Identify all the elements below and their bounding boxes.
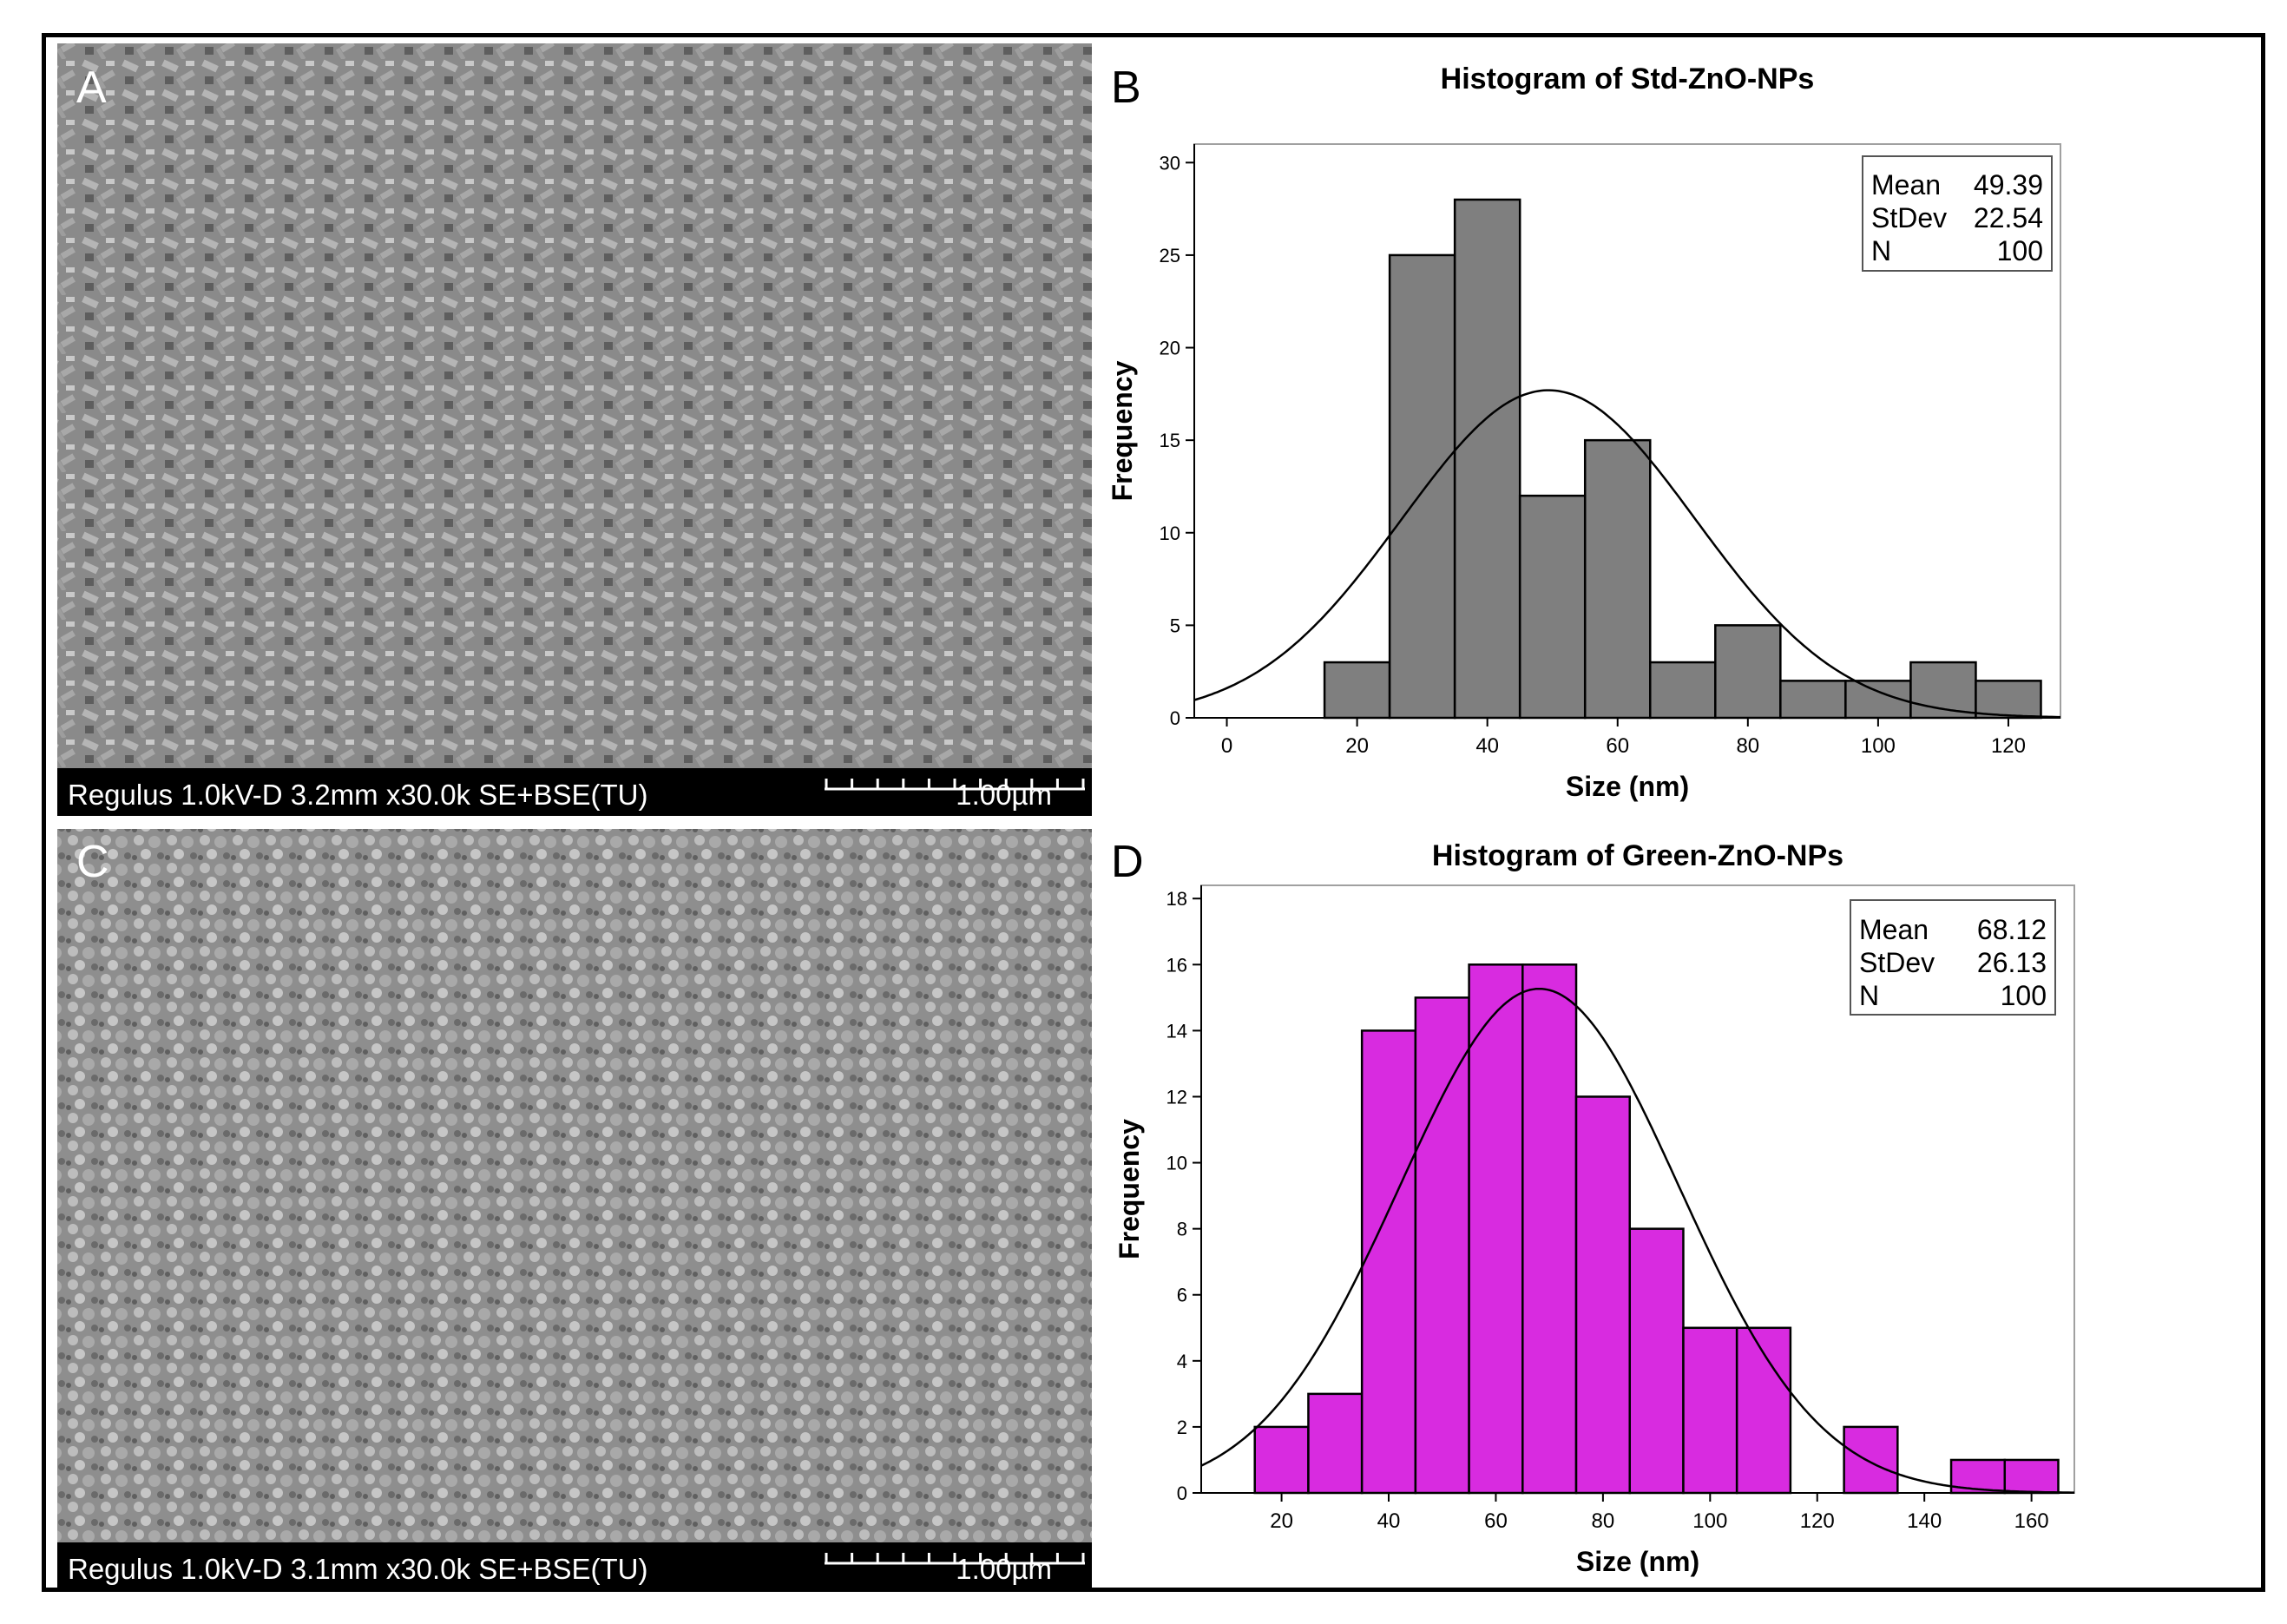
panel-letter-a: A	[76, 62, 107, 113]
histogram-bar	[1521, 963, 1578, 1495]
y-tick-label: 12	[1167, 1086, 1187, 1108]
x-tick-label: 140	[1907, 1509, 1942, 1533]
x-tick-label: 120	[1991, 734, 2026, 758]
stats-value: 100	[2001, 980, 2047, 1011]
sem-texture-a	[57, 43, 1092, 768]
histogram-bar	[1975, 680, 2042, 720]
stats-value: 100	[1997, 235, 2043, 266]
y-tick-label: 0	[1177, 1483, 1187, 1504]
y-tick-label: 25	[1160, 245, 1180, 266]
x-tick-label: 160	[2014, 1509, 2049, 1533]
x-tick-label: 80	[1592, 1509, 1615, 1533]
stats-box	[1862, 155, 2053, 272]
stats-label: StDev	[1859, 947, 1935, 978]
y-tick-label: 2	[1177, 1417, 1187, 1438]
y-tick-label: 20	[1160, 338, 1180, 359]
x-tick-label: 80	[1736, 734, 1759, 758]
x-axis-label: Size (nm)	[1576, 1546, 1699, 1577]
x-tick-label: 100	[1861, 734, 1896, 758]
x-tick-label: 120	[1800, 1509, 1835, 1533]
stats-label: N	[1859, 980, 1879, 1011]
y-tick-label: 10	[1167, 1153, 1187, 1174]
histogram-bar	[2003, 1458, 2060, 1495]
stats-box	[1850, 899, 2056, 1016]
chart-title: Histogram of Std-ZnO-NPs	[1441, 62, 1815, 95]
sem-caption-bar-c	[57, 1542, 1092, 1590]
stats-label: Mean	[1859, 914, 1929, 945]
histogram-bar	[1388, 253, 1456, 720]
chart-title: Histogram of Green-ZnO-NPs	[1432, 839, 1843, 872]
y-tick-label: 30	[1160, 152, 1180, 174]
x-tick-label: 20	[1270, 1509, 1293, 1533]
histogram-bar	[1649, 661, 1717, 720]
y-tick-label: 14	[1167, 1020, 1187, 1042]
y-tick-label: 15	[1160, 430, 1180, 451]
x-tick-label: 60	[1606, 734, 1629, 758]
normal-fit-curve	[1200, 987, 2074, 1494]
histogram-bar	[1628, 1227, 1685, 1495]
stats-value: 68.12	[1977, 914, 2047, 945]
scale-label-a: 1.00µm	[956, 779, 1052, 811]
x-axis-label: Size (nm)	[1566, 771, 1689, 802]
histogram-bar	[1360, 1029, 1417, 1495]
y-tick-label: 0	[1170, 707, 1180, 729]
sem-caption-text-a: Regulus 1.0kV-D 3.2mm x30.0k SE+BSE(TU)	[68, 779, 648, 811]
histogram-bar	[1253, 1425, 1310, 1495]
stats-label: StDev	[1871, 202, 1947, 233]
y-axis-label: Frequency	[1107, 360, 1138, 501]
normal-fit-curve	[1193, 389, 2060, 719]
stats-value: 49.39	[1974, 169, 2043, 201]
histogram-bar	[1574, 1095, 1631, 1495]
panel-letter-b: B	[1111, 62, 1141, 113]
histogram-bar	[1323, 661, 1391, 720]
sem-caption-bar-a	[57, 768, 1092, 816]
y-axis-label: Frequency	[1114, 1119, 1145, 1259]
sem-image-a: Regulus 1.0kV-D 3.2mm x30.0k SE+BSE(TU) …	[57, 43, 1092, 816]
x-tick-label: 100	[1692, 1509, 1727, 1533]
y-tick-label: 18	[1167, 888, 1187, 910]
y-tick-label: 6	[1177, 1285, 1187, 1306]
stats-label: Mean	[1871, 169, 1941, 201]
stats-value: 26.13	[1977, 947, 2047, 978]
scale-bar-c	[825, 1553, 1085, 1565]
histogram-bar	[1518, 494, 1587, 720]
y-tick-label: 16	[1167, 954, 1187, 976]
y-tick-label: 10	[1160, 523, 1180, 544]
histogram-bar	[1583, 438, 1652, 720]
histogram-bar	[1307, 1392, 1364, 1495]
y-tick-label: 8	[1177, 1219, 1187, 1240]
histogram-std-zno: Histogram of Std-ZnO-NPs 0 20 40 60 80 100 120 0…	[1107, 62, 2061, 802]
y-tick-label: 4	[1177, 1351, 1187, 1372]
histogram-bar	[1843, 1425, 1899, 1495]
sem-image-c: Regulus 1.0kV-D 3.1mm x30.0k SE+BSE(TU) …	[57, 829, 1092, 1590]
x-tick-label: 0	[1221, 734, 1232, 758]
x-tick-label: 20	[1345, 734, 1369, 758]
x-tick-label: 40	[1377, 1509, 1401, 1533]
sem-texture-c	[57, 829, 1092, 1542]
histogram-bar	[1453, 198, 1521, 720]
histogram-bar	[1714, 624, 1782, 720]
stats-label: N	[1871, 235, 1891, 266]
histogram-bar	[1779, 680, 1847, 720]
x-tick-label: 40	[1475, 734, 1499, 758]
histogram-bar	[1468, 963, 1524, 1495]
scale-label-c: 1.00µm	[956, 1553, 1052, 1585]
y-tick-label: 5	[1170, 615, 1180, 636]
stats-value: 22.54	[1974, 202, 2043, 233]
scale-bar-a	[825, 779, 1085, 791]
panel-letter-c: C	[76, 837, 109, 887]
histogram-bar	[1414, 996, 1470, 1495]
sem-caption-text-c: Regulus 1.0kV-D 3.1mm x30.0k SE+BSE(TU)	[68, 1553, 648, 1585]
x-tick-label: 60	[1484, 1509, 1508, 1533]
histogram-bar	[1682, 1326, 1738, 1495]
panel-letter-d: D	[1111, 837, 1144, 887]
